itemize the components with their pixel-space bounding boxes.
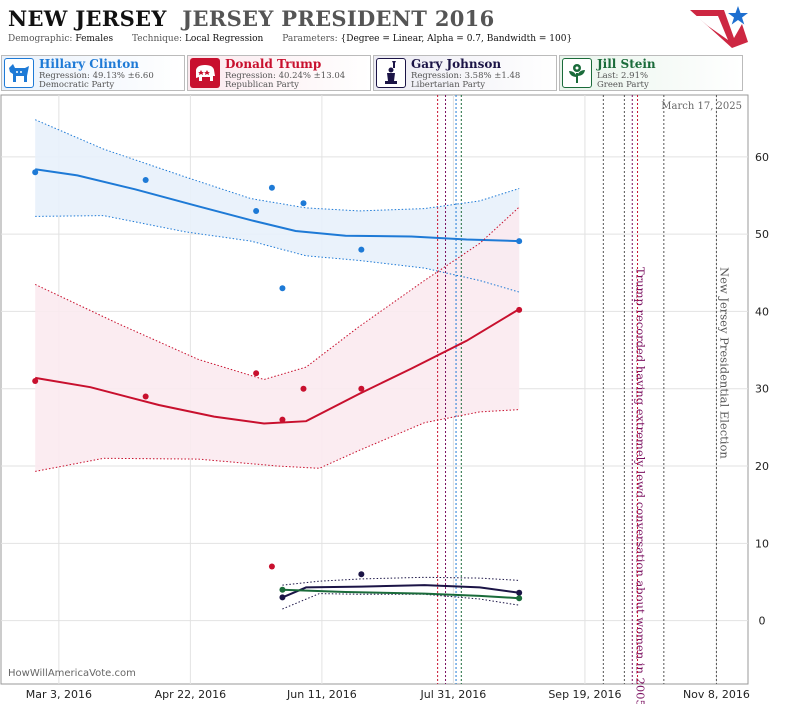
demographic-label: Demographic: [8, 34, 73, 44]
site-logo-icon [690, 6, 748, 48]
candidate-party: Libertarian Party [411, 80, 486, 90]
data-point [279, 586, 286, 593]
lower-bound-line [282, 593, 520, 610]
candidate-name: Hillary Clinton [39, 57, 139, 71]
data-point [516, 595, 523, 602]
upper-bound-line [34, 206, 520, 381]
lower-bound-line [35, 409, 520, 472]
data-point [268, 563, 275, 570]
candidate-stat: Last: 2.91% [597, 71, 649, 81]
candidate-stat: Regression: 49.13% ±6.60 [39, 71, 154, 81]
parameters-label: Parameters: [282, 34, 338, 44]
data-point [300, 200, 307, 207]
donkey-icon [4, 58, 34, 88]
candidate-name: Donald Trump [225, 57, 322, 71]
candidate-card-trump: Donald Trump Regression: 40.24% ±13.04 R… [187, 55, 371, 91]
data-point [516, 238, 523, 245]
lower-bound-line [35, 215, 520, 293]
candidate-name: Gary Johnson [411, 57, 502, 71]
data-point [142, 393, 149, 400]
event-label: Trump recorded having extremely lewd con… [633, 267, 647, 704]
x-tick-label: Mar 3, 2016 [26, 688, 92, 701]
data-point [516, 589, 523, 596]
parameters-value: {Degree = Linear, Alpha = 0.7, Bandwidth… [340, 34, 573, 44]
data-point [358, 246, 365, 253]
x-tick-label: Jul 31, 2016 [420, 688, 487, 701]
x-tick-label: Sep 19, 2016 [548, 688, 621, 701]
technique-label: Technique: [132, 34, 183, 44]
demographic-value: Females [75, 34, 114, 44]
confidence-band [35, 119, 520, 293]
candidate-party: Democratic Party [39, 80, 115, 90]
candidate-card-stein: Jill Stein Last: 2.91% Green Party [559, 55, 743, 91]
data-point [300, 385, 307, 392]
candidate-name: Jill Stein [597, 57, 656, 71]
x-tick-label: Jun 11, 2016 [286, 688, 357, 701]
candidate-party: Republican Party [225, 80, 299, 90]
y-tick-label: 20 [755, 460, 769, 473]
data-point [358, 385, 365, 392]
upper-bound-line [282, 576, 520, 586]
data-point [516, 306, 523, 313]
data-point [279, 285, 286, 292]
event-label: New Jersey Presidential Election [717, 267, 731, 459]
y-tick-label: 10 [755, 537, 769, 550]
watermark: HowWillAmericaVote.com [8, 668, 136, 679]
y-tick-label: 30 [755, 383, 769, 396]
data-point [142, 177, 149, 184]
data-point [253, 207, 260, 214]
regression-line [35, 168, 520, 243]
y-tick-label: 40 [755, 305, 769, 318]
technique-value: Local Regression [184, 34, 264, 44]
data-point [32, 169, 39, 176]
data-point [358, 571, 365, 578]
date-stamp: March 17, 2025 [661, 101, 742, 112]
data-point [32, 377, 39, 384]
x-tick-label: Apr 22, 2016 [155, 688, 227, 701]
data-point [268, 184, 275, 191]
candidate-stat: Regression: 40.24% ±13.04 [225, 71, 346, 81]
elephant-icon [190, 58, 220, 88]
candidate-card-clinton: Hillary Clinton Regression: 49.13% ±6.60… [1, 55, 185, 91]
upper-bound-line [35, 119, 520, 212]
y-tick-label: 60 [755, 151, 769, 164]
x-tick-label: Nov 8, 2016 [683, 688, 750, 701]
data-point [253, 370, 260, 377]
flower-icon [562, 58, 592, 88]
statue-of-liberty-icon [376, 58, 406, 88]
y-tick-label: 0 [759, 615, 766, 628]
regression-line [282, 584, 520, 599]
regression-line [282, 588, 520, 600]
page-title: NEW JERSEY JERSEY PRESIDENT 2016 [8, 6, 495, 31]
data-point [279, 416, 286, 423]
parameters-line: Demographic: Females Technique: Local Re… [8, 34, 588, 44]
state-title: NEW JERSEY [8, 6, 167, 31]
race-title: JERSEY PRESIDENT 2016 [182, 6, 495, 31]
candidate-stat: Regression: 3.58% ±1.48 [411, 71, 521, 81]
data-point [279, 594, 286, 601]
y-tick-label: 50 [755, 228, 769, 241]
regression-line [35, 308, 520, 425]
candidate-party: Green Party [597, 80, 649, 90]
candidate-card-johnson: Gary Johnson Regression: 3.58% ±1.48 Lib… [373, 55, 557, 91]
